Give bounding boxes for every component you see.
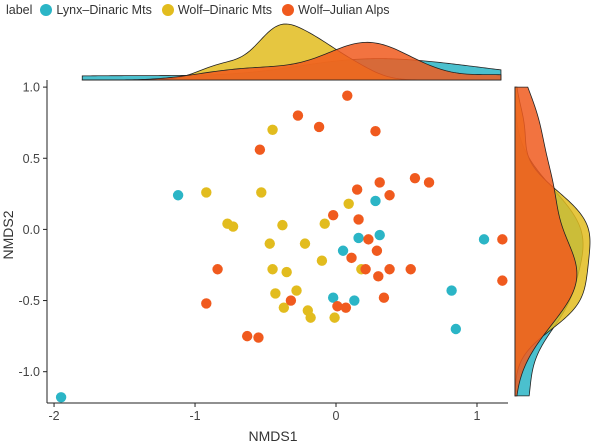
data-point [409, 172, 421, 184]
data-point [327, 292, 339, 303]
legend-item-lynx-dinaric: Lynx–Dinaric Mts [40, 3, 152, 17]
data-point [212, 264, 223, 275]
data-point [254, 144, 266, 155]
top-density-area [81, 41, 502, 81]
data-point [405, 264, 416, 275]
data-point [270, 288, 281, 299]
data-point [374, 177, 385, 188]
x-tick-label: 1 [474, 409, 481, 423]
data-point [201, 187, 212, 198]
data-point [363, 234, 374, 245]
data-point [450, 323, 462, 335]
data-point [346, 252, 357, 264]
data-point [201, 298, 212, 309]
data-point [378, 292, 390, 303]
data-point [55, 392, 67, 403]
data-point [241, 330, 253, 342]
data-point [337, 245, 349, 256]
legend-dot-icon [40, 4, 53, 16]
data-point [316, 255, 328, 266]
legend: label Lynx–Dinaric Mts Wolf–Dinaric Mts … [6, 0, 400, 20]
data-point [281, 266, 292, 278]
data-point [384, 190, 395, 201]
y-tick-label: 0.5 [23, 152, 40, 166]
data-point [264, 238, 275, 249]
legend-label: Wolf–Dinaric Mts [177, 3, 273, 17]
data-point [373, 271, 384, 282]
data-point [327, 209, 339, 221]
data-point [313, 121, 325, 133]
data-point [319, 218, 330, 229]
legend-item-wolf-julian: Wolf–Julian Alps [282, 3, 390, 17]
data-point [277, 219, 288, 231]
top-density-panel [81, 23, 502, 81]
x-tick-label: -2 [48, 409, 59, 423]
data-point [285, 295, 297, 306]
data-point [305, 312, 316, 323]
y-tick-label: 0.0 [23, 223, 40, 237]
legend-item-wolf-dinaric: Wolf–Dinaric Mts [161, 3, 273, 17]
data-point [278, 302, 290, 313]
y-tick-label: 1.0 [23, 81, 40, 95]
data-point [370, 126, 381, 137]
data-point [172, 190, 184, 201]
legend-dot-icon [282, 4, 295, 16]
legend-dot-icon [161, 4, 174, 16]
y-tick-label: -1.0 [18, 365, 40, 379]
data-point [267, 124, 278, 136]
right-density-panel [514, 86, 591, 397]
data-point [267, 264, 278, 275]
data-point [343, 198, 354, 209]
data-point [374, 229, 385, 241]
data-point [423, 177, 435, 188]
y-axis-label: NMDS2 [0, 210, 16, 259]
data-point [291, 285, 302, 296]
y-tick-label: -0.5 [18, 294, 40, 308]
data-point [349, 295, 360, 306]
data-point [351, 184, 363, 195]
right-density-area [514, 86, 578, 397]
x-axis-label: NMDS1 [248, 428, 297, 444]
data-point [332, 301, 343, 312]
legend-title: label [6, 3, 33, 17]
data-point [371, 245, 383, 256]
data-point [384, 264, 395, 275]
main-axes: -2 -1 0 1 -1.0 -0.5 0.0 0.5 1.0 [18, 80, 508, 423]
data-point [497, 275, 508, 286]
legend-label: Lynx–Dinaric Mts [56, 3, 152, 17]
scatter-points [55, 90, 508, 403]
data-point [353, 214, 364, 225]
data-point [256, 187, 267, 198]
data-point [342, 90, 353, 101]
data-point [227, 221, 239, 232]
data-point [360, 264, 371, 275]
data-point [353, 232, 364, 244]
legend-label: Wolf–Julian Alps [298, 3, 390, 17]
x-tick-label: 0 [333, 409, 340, 423]
data-point [329, 312, 340, 323]
data-point [340, 302, 352, 313]
data-point [446, 285, 457, 296]
x-tick-label: -1 [189, 409, 200, 423]
data-point [253, 332, 264, 343]
data-point [370, 195, 381, 207]
data-point [299, 238, 311, 249]
data-point [478, 234, 490, 245]
data-point [292, 110, 304, 121]
data-point [497, 234, 508, 245]
